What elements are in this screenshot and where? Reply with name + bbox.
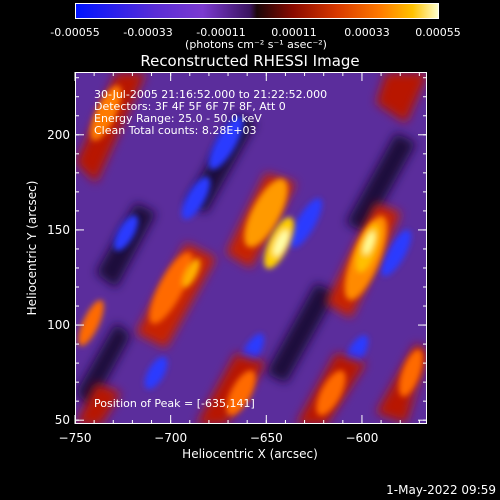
colorbar-tick-label: -0.00055 (50, 26, 100, 39)
y-tick-label: 200 (47, 127, 70, 142)
info-peak-position: Position of Peak = [-635,141] (94, 397, 255, 410)
y-axis-label: Heliocentric Y (arcsec) (25, 180, 39, 316)
y-tick-label: 100 (47, 318, 70, 333)
colorbar-tick-label: 0.00055 (415, 26, 461, 39)
image-plot-area (75, 72, 427, 424)
info-time-range: 30-Jul-2005 21:16:52.000 to 21:22:52.000 (94, 88, 328, 101)
colorbar-tick-label: -0.00011 (196, 26, 246, 39)
colorbar-tick-label: 0.00033 (344, 26, 390, 39)
colorbar (75, 3, 439, 19)
colorbar-tick-label: -0.00033 (123, 26, 173, 39)
y-tick-label: 50 (54, 413, 70, 428)
x-tick-label: −700 (154, 431, 188, 445)
x-tick-label: −600 (345, 431, 379, 445)
peak-region (181, 217, 381, 288)
x-axis-label: Heliocentric X (arcsec) (182, 447, 318, 461)
info-clean-counts: Clean Total counts: 8.28E+03 (94, 124, 257, 137)
chart-title: Reconstructed RHESSI Image (140, 52, 360, 70)
info-energy-range: Energy Range: 25.0 - 50.0 keV (94, 112, 262, 125)
blue-lobes (113, 116, 417, 409)
x-tick-label: −650 (249, 431, 283, 445)
colorbar-gradient (76, 4, 438, 18)
heatmap-image (76, 73, 426, 423)
info-detectors: Detectors: 3F 4F 5F 6F 7F 8F, Att 0 (94, 100, 286, 113)
colorbar-tick-label: 0.00011 (271, 26, 317, 39)
footer-timestamp: 1-May-2022 09:59 (386, 483, 496, 497)
x-tick-label: −750 (58, 431, 92, 445)
colorbar-unit: (photons cm⁻² s⁻¹ asec⁻²) (185, 38, 327, 51)
y-tick-label: 150 (47, 222, 70, 237)
